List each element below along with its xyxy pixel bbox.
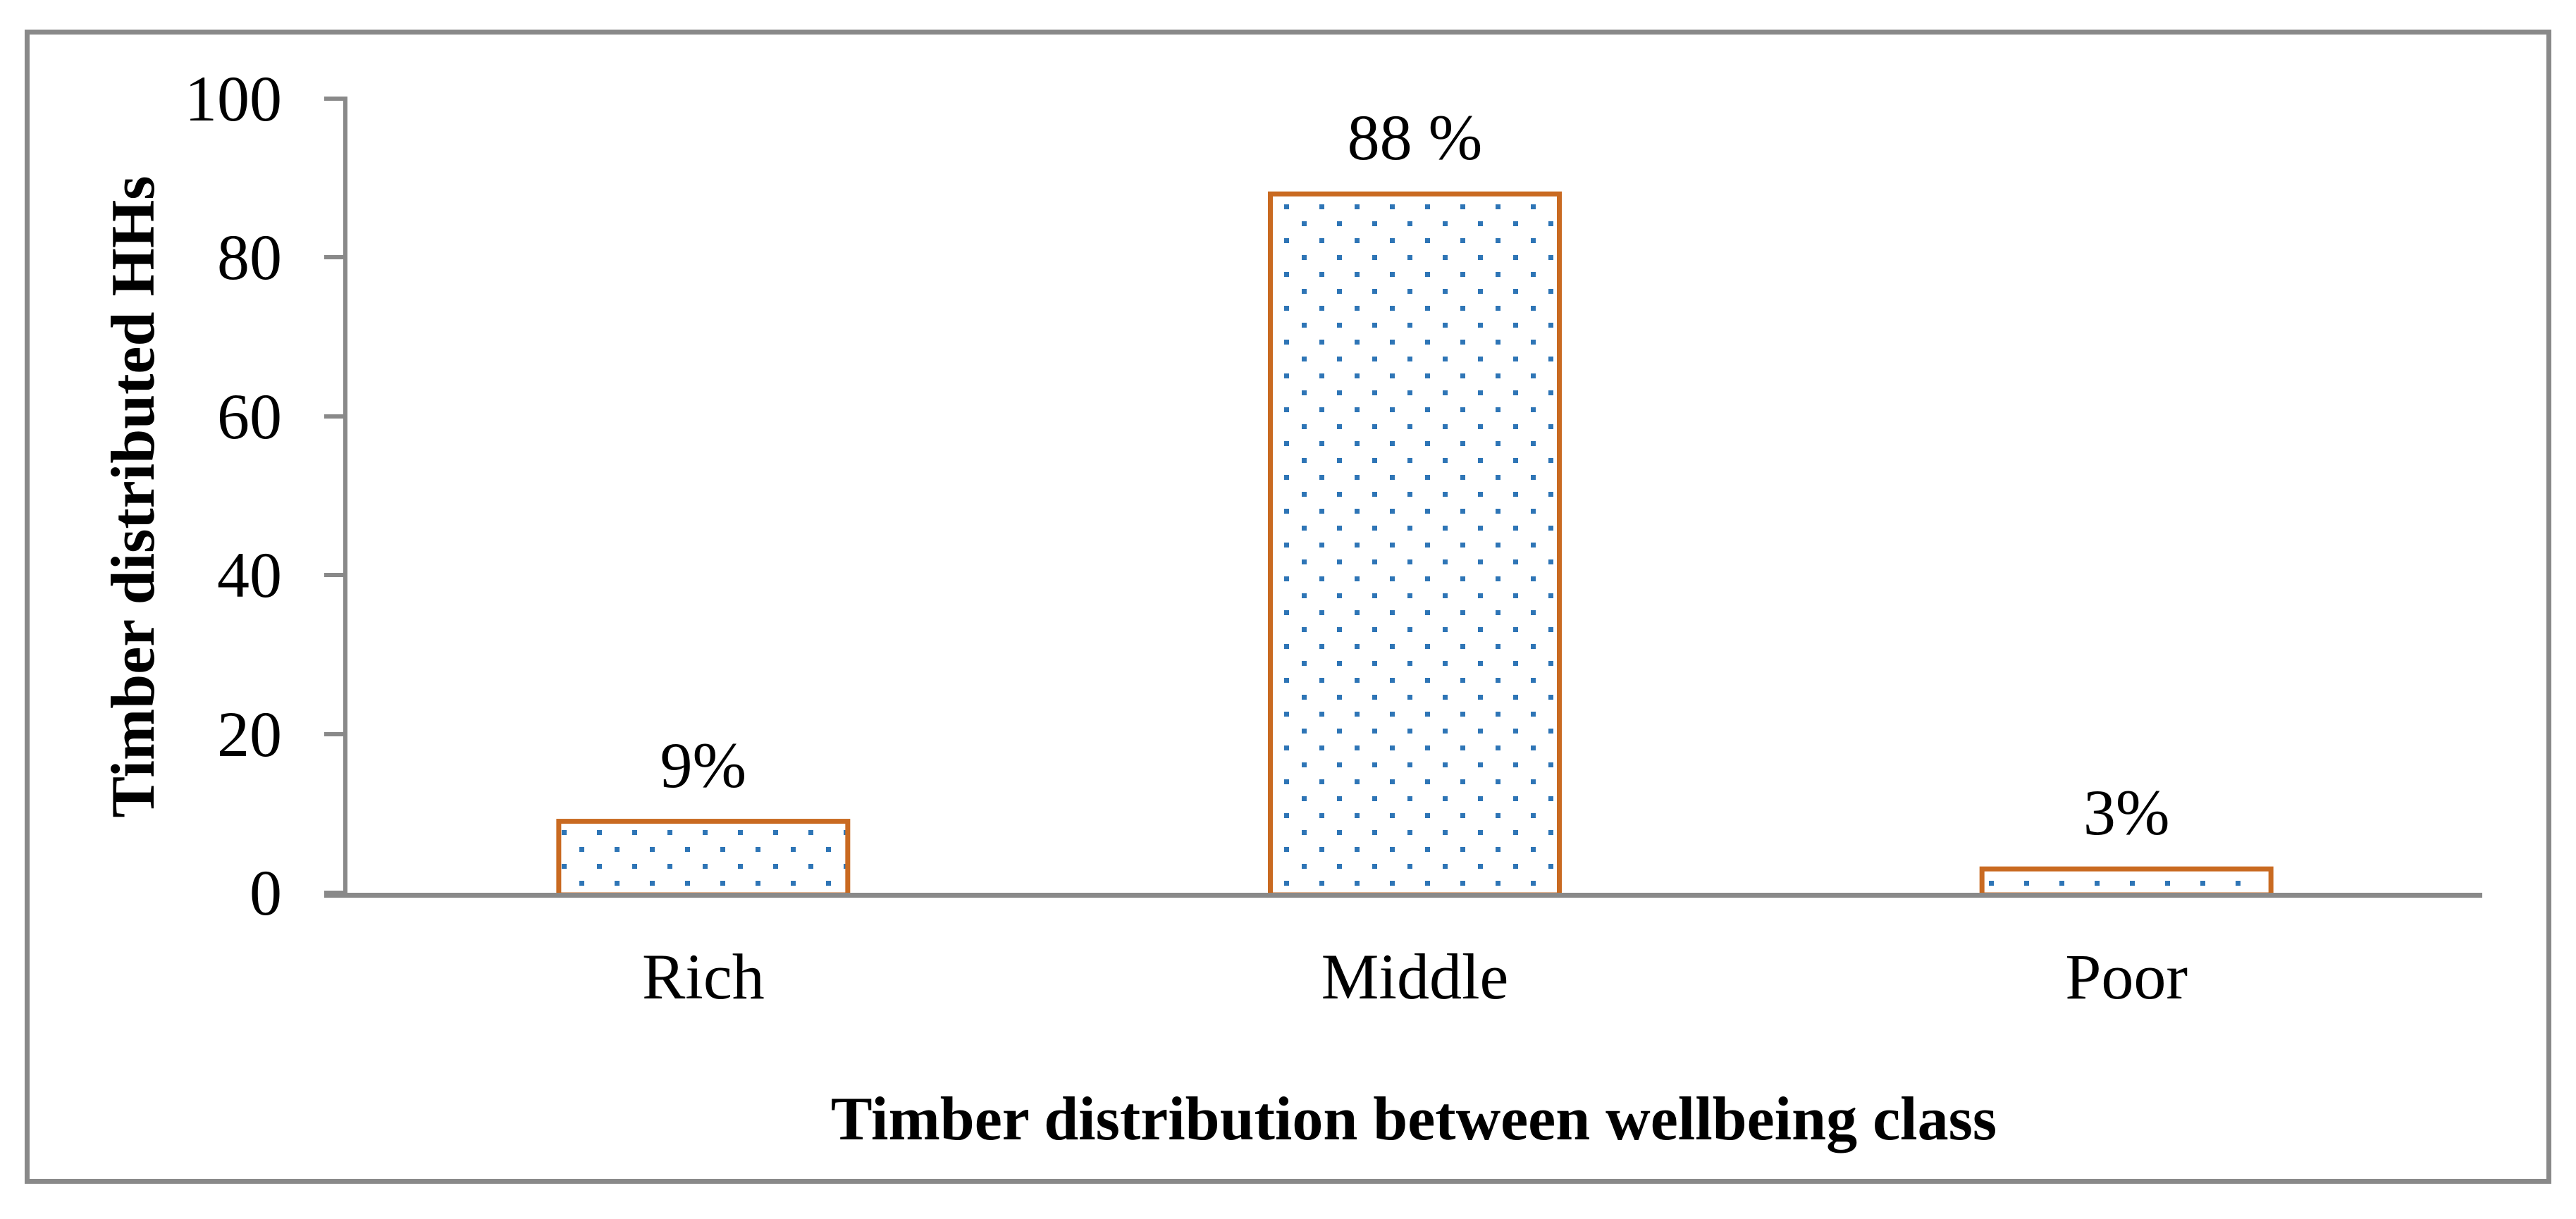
y-tick-label: 40	[217, 539, 282, 612]
y-tick	[324, 255, 344, 260]
bar-value-label: 9%	[660, 729, 747, 801]
y-axis-title: Timber distributed HHs	[99, 175, 168, 818]
y-tick-label: 0	[249, 857, 282, 929]
y-tick-label: 80	[217, 221, 282, 294]
y-tick-label: 60	[217, 380, 282, 452]
y-tick-label: 20	[217, 698, 282, 770]
category-label: Middle	[1321, 941, 1509, 1013]
bar-rich	[556, 819, 851, 898]
y-tick	[324, 573, 344, 578]
bar-value-label: 3%	[2083, 776, 2170, 849]
y-tick	[324, 731, 344, 736]
bar-poor	[1979, 866, 2274, 898]
category-label: Rich	[641, 941, 765, 1013]
y-tick	[324, 891, 344, 895]
bar-value-label: 88 %	[1347, 101, 1483, 174]
y-tick-label: 100	[185, 63, 282, 135]
x-axis-line	[324, 893, 2482, 898]
category-label: Poor	[2065, 941, 2188, 1013]
y-tick	[324, 414, 344, 419]
y-tick	[324, 97, 344, 101]
bar-middle	[1268, 191, 1562, 898]
y-axis-line	[343, 97, 347, 898]
x-axis-title: Timber distribution between wellbeing cl…	[830, 1085, 1997, 1153]
